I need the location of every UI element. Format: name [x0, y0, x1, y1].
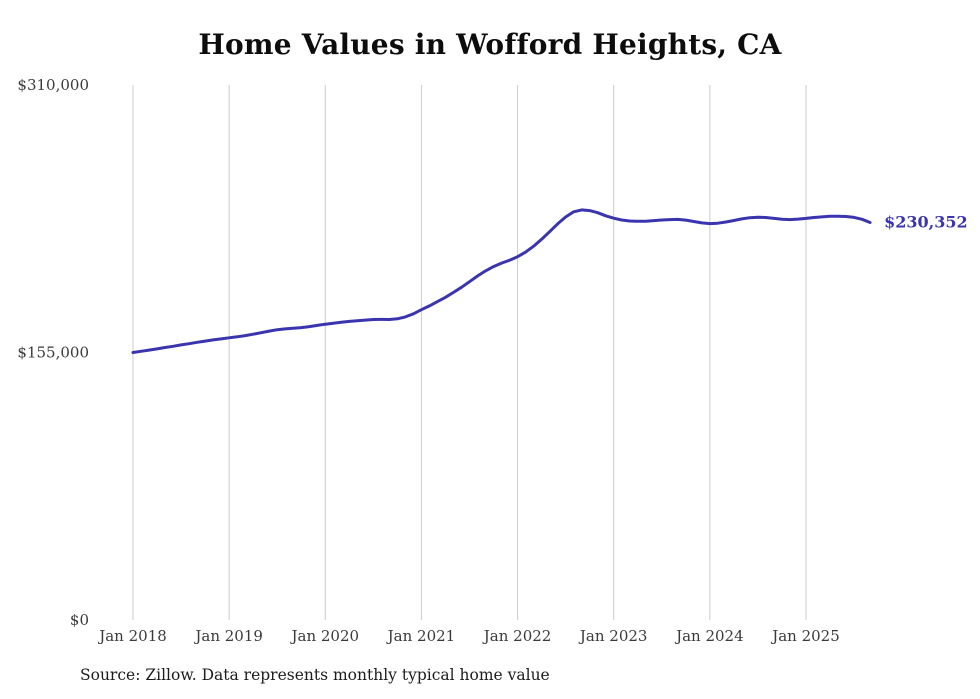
- source-note: Source: Zillow. Data represents monthly …: [80, 666, 550, 684]
- x-axis-tick-label: Jan 2023: [578, 627, 648, 645]
- x-axis-tick-label: Jan 2019: [193, 627, 263, 645]
- home-value-series-line: [131, 208, 872, 354]
- y-axis-tick-label: $310,000: [17, 76, 89, 94]
- chart-title: Home Values in Wofford Heights, CA: [198, 28, 782, 61]
- x-axis-tick-label: Jan 2022: [482, 627, 552, 645]
- x-axis-tick-label: Jan 2018: [97, 627, 167, 645]
- y-axis-tick-label: $0: [70, 611, 89, 629]
- x-axis-tick-label: Jan 2021: [386, 627, 456, 645]
- x-axis-tick-label: Jan 2020: [290, 627, 360, 645]
- x-axis-tick-label: Jan 2024: [674, 627, 744, 645]
- x-axis-tick-label: Jan 2025: [770, 627, 840, 645]
- latest-value-label: $230,352: [884, 212, 968, 231]
- y-axis-tick-label: $155,000: [17, 344, 89, 362]
